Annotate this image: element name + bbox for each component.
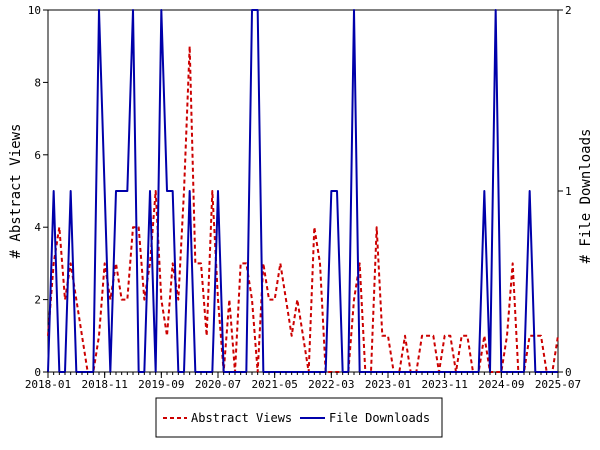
x-tick-label: 2023-01 [365,378,411,391]
y-right-tick-label: 2 [565,4,572,17]
y-left-tick-label: 0 [34,366,41,379]
y-right-tick-label: 0 [565,366,572,379]
legend: Abstract Views File Downloads [155,397,443,438]
y-axis-left-title: # Abstract Views [8,124,24,259]
x-tick-label: 2022-03 [308,378,354,391]
legend-label-abstract-views: Abstract Views [191,411,292,425]
x-tick-label: 2018-01 [25,378,71,391]
legend-box [155,397,443,438]
y-left-tick-label: 6 [34,149,41,162]
x-tick-label: 2019-09 [138,378,184,391]
labels-layer: 2018-01 2018-11 2019-09 2020-07 2021-05 2022-… [25,4,581,391]
y-axis-right-title: # File Downloads [578,129,594,264]
legend-label-file-downloads: File Downloads [329,411,430,425]
y-right-tick-label: 1 [565,185,572,198]
y-left-tick-label: 4 [34,221,41,234]
x-tick-label: 2025-07 [535,378,581,391]
x-tick-label: 2023-11 [421,378,467,391]
x-tick-label: 2021-05 [251,378,297,391]
ticks-layer [43,9,563,378]
x-tick-label: 2024-09 [478,378,524,391]
y-left-tick-label: 8 [34,76,41,89]
x-tick-label: 2018-11 [81,378,127,391]
x-tick-label: 2020-07 [195,378,241,391]
y-left-tick-label: 2 [34,294,41,307]
y-left-tick-label: 10 [28,4,41,17]
series-line-abstract-views [47,45,559,373]
